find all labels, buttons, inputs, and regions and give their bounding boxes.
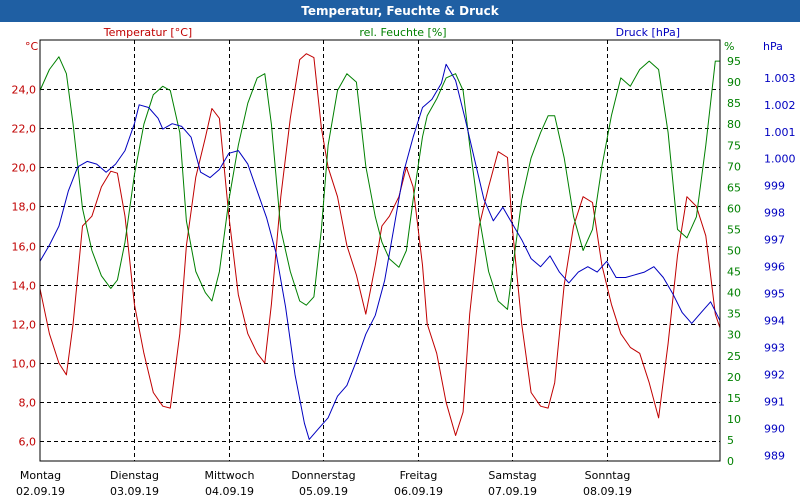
temperature-tick-label: 6,0 [19,436,37,449]
pressure-tick-label: 998 [764,207,785,220]
humidity-tick-label: 15 [727,392,741,405]
humidity-tick-label: 85 [727,97,741,110]
temperature-tick-label: 16,0 [12,241,37,254]
humidity-tick-label: 20 [727,371,741,384]
humidity-tick-label: 65 [727,181,741,194]
humidity-tick-label: 40 [727,287,741,300]
chart-series [39,53,721,440]
chart-axes: 6,0 8,0 10,0 12,0 14,0 16,0 18,0 20,0 22,0 24,0 Mo… [12,39,796,498]
chart-labels: Temperatur [°C] rel. Feuchte [%] Druck [… [25,26,783,53]
humidity-tick-label: 35 [727,308,741,321]
humidity-tick-label: 25 [727,350,741,363]
x-day-label: Freitag [400,469,438,482]
x-day-label: Samstag [488,469,536,482]
humidity-tick-label: 55 [727,223,741,236]
temperature-tick-label: 24,0 [12,84,37,97]
pressure-tick-label: 1.001 [764,126,796,139]
humidity-tick-label: 5 [727,434,734,447]
pressure-tick-label: 1.000 [764,153,796,166]
x-day-label: Sonntag [585,469,631,482]
x-date-label: 02.09.19 [16,485,65,498]
humidity-series-line [39,56,720,310]
x-day-label: Donnerstag [291,469,355,482]
humidity-unit-label: % [724,40,734,53]
temperature-tick-label: 14,0 [12,280,37,293]
temperature-tick-label: 22,0 [12,123,37,136]
pressure-tick-label: 997 [764,234,785,247]
chart-grid [40,40,720,461]
humidity-tick-label: 10 [727,413,741,426]
x-date-label: 05.09.19 [299,485,348,498]
humidity-tick-label: 0 [727,455,734,468]
temperature-unit-label: °C [25,40,39,53]
x-day-label: Montag [20,469,61,482]
pressure-tick-label: 996 [764,261,785,274]
pressure-tick-label: 994 [764,315,785,328]
window-title-bar: Temperatur, Feuchte & Druck [0,0,800,22]
temperature-tick-label: 18,0 [12,201,37,214]
humidity-tick-label: 45 [727,266,741,279]
temperature-series-line [39,53,721,436]
pressure-tick-label: 992 [764,369,785,382]
x-date-label: 08.09.19 [583,485,632,498]
temperature-tick-label: 20,0 [12,162,37,175]
humidity-axis-title: rel. Feuchte [%] [359,26,446,39]
pressure-tick-label: 1.002 [764,99,796,112]
humidity-tick-label: 95 [727,55,741,68]
pressure-axis-title: Druck [hPa] [616,26,680,39]
temperature-tick-label: 10,0 [12,358,37,371]
temperature-tick-label: 8,0 [19,397,37,410]
pressure-tick-label: 990 [764,423,785,436]
x-date-label: 03.09.19 [110,485,159,498]
pressure-tick-label: 993 [764,342,785,355]
pressure-tick-label: 999 [764,180,785,193]
pressure-tick-label: 991 [764,396,785,409]
pressure-unit-label: hPa [763,40,783,53]
humidity-tick-label: 60 [727,202,741,215]
x-day-label: Dienstag [110,469,159,482]
pressure-tick-label: 995 [764,288,785,301]
x-date-label: 04.09.19 [205,485,254,498]
humidity-tick-label: 50 [727,245,741,258]
humidity-tick-label: 90 [727,76,741,89]
humidity-tick-label: 80 [727,118,741,131]
temperature-axis-title: Temperatur [°C] [103,26,192,39]
pressure-tick-label: 989 [764,450,785,463]
humidity-tick-label: 30 [727,329,741,342]
plot-frame [39,39,721,462]
x-date-label: 07.09.19 [488,485,537,498]
window-title: Temperatur, Feuchte & Druck [301,4,499,18]
pressure-series-line [39,63,721,440]
humidity-tick-label: 70 [727,160,741,173]
temperature-tick-label: 12,0 [12,319,37,332]
pressure-tick-label: 1.003 [764,72,796,85]
x-day-label: Mittwoch [205,469,255,482]
x-date-label: 06.09.19 [394,485,443,498]
humidity-tick-label: 75 [727,139,741,152]
